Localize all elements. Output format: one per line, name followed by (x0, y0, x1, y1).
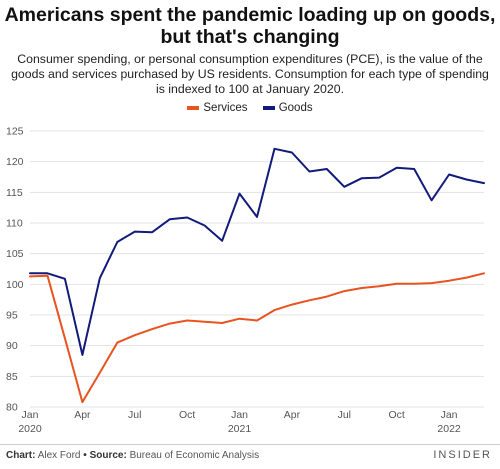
legend-item-goods: Goods (262, 102, 313, 114)
source-name: Bureau of Economic Analysis (129, 450, 260, 461)
chart-title: Americans spent the pandemic loading up … (4, 4, 496, 48)
y-tick-label-105: 105 (6, 248, 24, 260)
chart-series (29, 147, 485, 404)
x-tick-label-oct-21: Oct (389, 409, 405, 421)
x-axis: Jan 2020 Apr Jul Oct Jan 2021 Apr Jul Oct Jan 2022 (18, 409, 461, 435)
insider-logo: INSIDER (433, 449, 492, 461)
x-tick-year-2021: 2021 (228, 423, 252, 435)
chart-author: Alex Ford (37, 450, 81, 461)
legend-swatch-services (187, 106, 200, 110)
x-tick-label-apr-15: Apr (284, 409, 301, 421)
y-tick-label-120: 120 (6, 156, 24, 168)
chart-gridlines (30, 130, 484, 408)
x-tick-label-jul-6: Jul (128, 409, 141, 421)
line-chart: 80 85 90 95 100 105 110 115 120 125 Jan 2020 Apr Jul… (6, 126, 485, 435)
y-tick-label-90: 90 (6, 340, 18, 352)
x-tick-year-2020: 2020 (18, 423, 42, 435)
footer-divider (0, 444, 500, 445)
chart-credit-label: Chart: (6, 450, 36, 461)
y-tick-label-95: 95 (6, 310, 18, 322)
legend-label-goods: Goods (278, 102, 313, 114)
x-tick-label-oct-9: Oct (179, 409, 195, 421)
x-tick-label-jul-18: Jul (338, 409, 351, 421)
y-tick-label-110: 110 (6, 218, 23, 230)
y-tick-label-100: 100 (6, 279, 24, 291)
y-tick-label-80: 80 (6, 402, 18, 414)
y-tick-label-115: 115 (6, 187, 23, 199)
chart-subtitle: Consumer spending, or personal consumpti… (11, 52, 489, 96)
series-line-goods (29, 147, 485, 356)
x-tick-year-2022: 2022 (437, 423, 461, 435)
x-tick-label-jan-12: Jan (231, 409, 248, 421)
credit-separator: • (83, 450, 87, 461)
y-tick-label-85: 85 (6, 371, 18, 383)
chart-credits: Chart: Alex Ford • Source: Bureau of Eco… (6, 450, 259, 461)
legend-label-services: Services (203, 102, 248, 114)
legend-swatch-goods (262, 106, 275, 110)
series-line-services (29, 272, 485, 404)
x-tick-label-jan-0: Jan (22, 409, 39, 421)
x-tick-label-jan-24: Jan (441, 409, 458, 421)
source-label: Source: (89, 450, 127, 461)
y-tick-label-125: 125 (6, 126, 24, 138)
legend-item-services: Services (187, 102, 248, 114)
x-tick-label-apr-3: Apr (74, 409, 91, 421)
chart-legend: Services Goods (0, 101, 500, 114)
y-axis: 80 85 90 95 100 105 110 115 120 125 (6, 126, 24, 414)
